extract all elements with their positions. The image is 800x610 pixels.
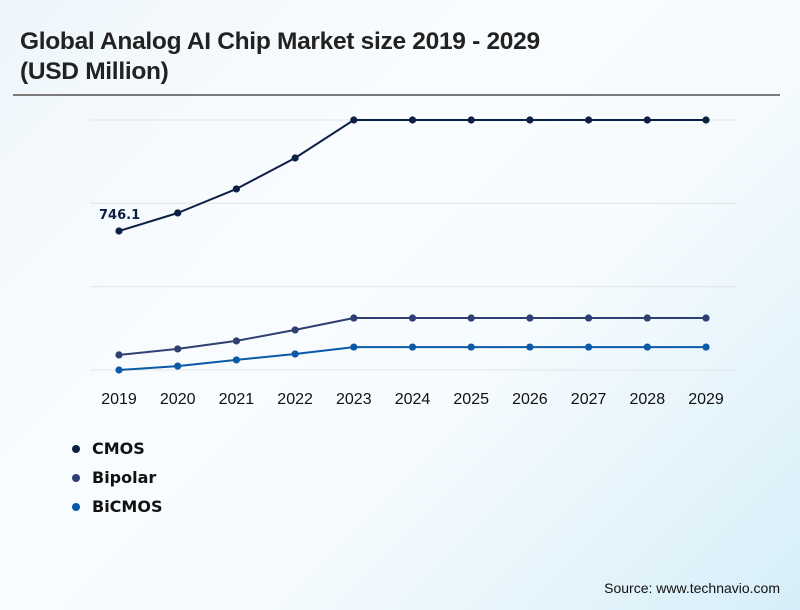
data-point-bicmos-2028 xyxy=(643,343,651,351)
data-point-bipolar-2019 xyxy=(115,351,123,359)
data-point-cmos-2020 xyxy=(174,209,182,217)
legend-marker-icon xyxy=(72,502,80,511)
data-point-bipolar-2020 xyxy=(174,345,182,353)
series-line-cmos xyxy=(118,119,706,232)
legend-label: BiCMOS xyxy=(92,497,163,516)
legend-item-bipolar[interactable]: Bipolar xyxy=(72,463,162,492)
x-tick-label: 2020 xyxy=(160,391,196,408)
data-point-bicmos-2029 xyxy=(702,343,710,351)
data-point-bicmos-2025 xyxy=(467,343,475,351)
data-point-bicmos-2026 xyxy=(526,343,534,351)
x-tick-label: 2022 xyxy=(277,391,313,408)
data-point-cmos-2028 xyxy=(643,116,651,124)
legend-item-bicmos[interactable]: BiCMOS xyxy=(72,492,162,521)
data-point-bipolar-2029 xyxy=(702,314,710,322)
chart-title: Global Analog AI Chip Market size 2019 -… xyxy=(20,27,780,87)
data-point-bicmos-2027 xyxy=(585,343,593,351)
x-tick-label: 2021 xyxy=(219,391,255,408)
data-point-bicmos-2021 xyxy=(232,356,240,364)
x-axis-ticks: 2019 2020 2021 2022 2023 2024 2025 2026 2027 2028… xyxy=(101,391,724,408)
x-tick-label: 2026 xyxy=(512,391,548,408)
line-chart: 746.1 2019 2020 2021 2022 2023 2024 2025 2026 20… xyxy=(90,116,736,408)
data-label: 746.1 xyxy=(99,208,140,223)
data-point-bipolar-2028 xyxy=(643,314,651,322)
x-tick-label: 2029 xyxy=(688,391,724,408)
data-point-cmos-2019 xyxy=(115,227,123,235)
x-tick-label: 2025 xyxy=(453,391,489,408)
data-point-cmos-2022 xyxy=(291,154,299,162)
data-point-cmos-2024 xyxy=(408,116,417,124)
data-point-bipolar-2025 xyxy=(467,314,475,322)
data-point-bicmos-2019 xyxy=(115,366,123,374)
data-point-bipolar-2026 xyxy=(526,314,534,322)
data-point-bicmos-2022 xyxy=(291,350,299,358)
x-tick-label: 2019 xyxy=(101,391,137,408)
x-tick-label: 2023 xyxy=(336,391,372,408)
legend-marker-icon xyxy=(72,473,80,482)
chart-title-line-1: Global Analog AI Chip Market size 2019 -… xyxy=(20,28,540,55)
series-points xyxy=(115,116,710,374)
data-point-bipolar-2021 xyxy=(232,337,240,345)
gridlines xyxy=(90,119,736,371)
data-point-cmos-2027 xyxy=(585,116,593,124)
data-point-bipolar-2022 xyxy=(291,326,299,334)
x-tick-label: 2024 xyxy=(395,391,431,408)
data-point-cmos-2023 xyxy=(350,116,358,124)
data-point-cmos-2029 xyxy=(702,116,710,124)
title-divider xyxy=(13,94,780,96)
x-tick-label: 2028 xyxy=(630,391,666,408)
legend-marker-icon xyxy=(72,444,80,453)
legend: CMOS Bipolar BiCMOS xyxy=(72,434,162,521)
data-point-cmos-2025 xyxy=(467,116,475,124)
source-credit: Source: www.technavio.com xyxy=(604,580,780,596)
annotations: 746.1 xyxy=(99,208,140,223)
legend-item-cmos[interactable]: CMOS xyxy=(72,434,162,463)
series-lines xyxy=(118,119,706,371)
data-point-bipolar-2027 xyxy=(585,314,593,322)
data-point-bipolar-2024 xyxy=(408,314,417,322)
chart-title-line-2: (USD Million) xyxy=(20,58,169,85)
legend-label: Bipolar xyxy=(92,468,157,487)
legend-label: CMOS xyxy=(92,439,145,458)
x-tick-label: 2027 xyxy=(571,391,607,408)
data-point-cmos-2026 xyxy=(526,116,534,124)
data-point-bicmos-2020 xyxy=(174,362,182,370)
data-point-bicmos-2023 xyxy=(350,343,358,351)
data-point-bipolar-2023 xyxy=(350,314,358,322)
data-point-cmos-2021 xyxy=(232,185,240,193)
data-point-bicmos-2024 xyxy=(408,343,417,351)
